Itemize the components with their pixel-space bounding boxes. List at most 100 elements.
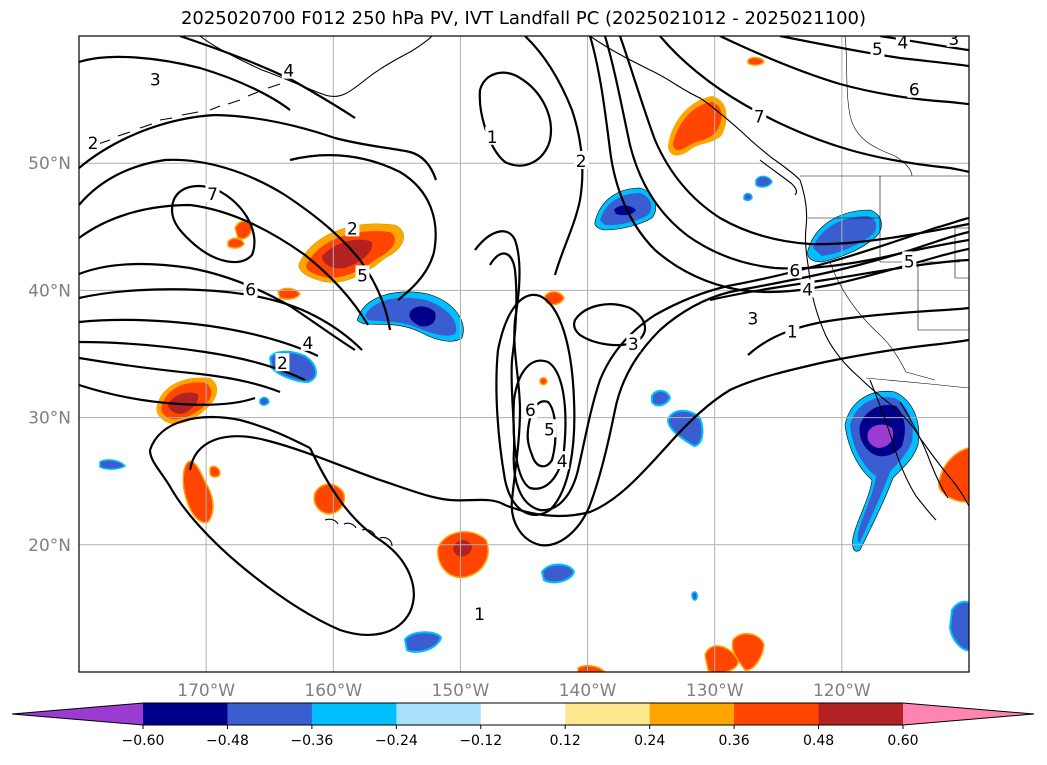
positive-anomaly-east — [577, 56, 969, 672]
alaska-coast — [199, 36, 433, 98]
contour-label-bg — [787, 260, 802, 279]
colorbar-segment — [143, 703, 228, 725]
colorbar-tick-label: −0.36 — [290, 733, 333, 749]
colorbar-tick-label: 0.60 — [887, 733, 918, 749]
contour-4-w — [79, 263, 356, 351]
colorbar-segment — [818, 703, 904, 725]
contour-label-bg — [148, 69, 163, 88]
lat-tick-label: 50°N — [28, 154, 71, 174]
colorbar: −0.60 −0.48 −0.36 −0.24 −0.12 0.12 0.24 0.36 0.4… — [11, 702, 1035, 749]
contour-3-se — [709, 258, 969, 302]
positive-anomaly-gulf-alaska — [668, 96, 727, 156]
contour-label-bg — [300, 332, 315, 351]
contour-label-bg — [281, 60, 296, 79]
longitude-labels: 170°W 160°W 150°W 140°W 130°W 120°W — [177, 681, 871, 701]
contour-label-bg — [574, 150, 589, 169]
colorbar-segment — [649, 703, 735, 725]
contour-5-w — [79, 203, 369, 326]
contour-label-bg — [275, 353, 290, 372]
positive-anomaly-west-pacific — [156, 220, 565, 579]
contour-6-ne — [719, 36, 969, 106]
colorbar-segment — [480, 703, 566, 725]
contour-label: 6 — [525, 401, 536, 421]
negative-anomaly-small — [99, 175, 969, 653]
lon-tick-label: 120°W — [813, 681, 871, 701]
pc-shading — [99, 56, 969, 672]
contour-6-sw — [79, 288, 363, 351]
contour-label: 1 — [787, 322, 798, 342]
contour-label: 6 — [245, 280, 256, 300]
mexico-border — [865, 377, 969, 389]
contour-label-bg — [785, 321, 800, 340]
lon-tick-label: 130°W — [686, 681, 744, 701]
contour-label: 6 — [789, 261, 800, 281]
contour-1-south-outer — [148, 416, 415, 636]
contour-label-bg — [870, 38, 885, 57]
political-borders — [800, 36, 969, 389]
contour-label: 1 — [487, 128, 498, 148]
colorbar-tick-label: 0.12 — [550, 733, 581, 749]
pv-contours — [79, 36, 969, 636]
contour-label-bg — [542, 419, 557, 438]
contour-7-w — [170, 184, 256, 264]
contour-1-se — [747, 306, 969, 356]
lat-tick-label: 30°N — [28, 409, 71, 429]
contour-label: 5 — [904, 252, 915, 272]
contour-2-nw — [79, 113, 438, 181]
contour-label: 4 — [802, 280, 813, 300]
contour-label-bg — [902, 251, 917, 270]
contour-label: 3 — [150, 71, 161, 91]
contour-label: 2 — [576, 152, 587, 172]
contour-label-bg — [752, 106, 767, 125]
contour-2-north — [524, 36, 584, 276]
contour-inner-4 — [495, 293, 576, 516]
lat-tick-label: 20°N — [28, 536, 71, 556]
contour-label-bg — [895, 36, 910, 51]
colorbar-tick-label: −0.12 — [459, 733, 502, 749]
map-title: 2025020700 F012 250 hPa PV, IVT Landfall… — [180, 8, 867, 29]
vancouver-island — [759, 159, 797, 196]
contour-label-bg — [800, 279, 815, 298]
colorbar-extend-high — [903, 703, 1034, 725]
contour-north-band-3 — [618, 36, 969, 246]
contour-label: 4 — [302, 334, 313, 354]
colorbar-extend-low — [12, 703, 143, 725]
contour-label: 3 — [628, 335, 639, 355]
colorbar-tick-label: 0.24 — [634, 733, 665, 749]
contour-label-bg — [472, 603, 487, 622]
contour-label: 5 — [544, 420, 555, 440]
contour-2-w — [289, 154, 437, 301]
contour-4-nw — [179, 36, 356, 119]
colorbar-tick-label: −0.48 — [206, 733, 249, 749]
contour-label: 4 — [897, 34, 908, 54]
contour-label: 7 — [754, 107, 765, 127]
contour-label-bg — [85, 133, 100, 152]
contour-label-bg — [345, 218, 360, 237]
colorbar-tick-label: 0.36 — [719, 733, 750, 749]
colorbar-tick-label: 0.48 — [803, 733, 834, 749]
lon-tick-label: 140°W — [559, 681, 617, 701]
contour-label: 3 — [948, 30, 959, 50]
colorbar-segment — [311, 703, 397, 725]
contour-inner-5 — [512, 359, 567, 490]
contour-lobe-mid — [489, 216, 969, 512]
contour-4-sw — [79, 318, 319, 357]
contour-label-bg — [907, 79, 922, 98]
contour-label: 7 — [207, 185, 218, 205]
contour-7-ne — [659, 36, 969, 174]
contour-label: 4 — [283, 62, 294, 82]
contour-label-bg — [555, 451, 570, 470]
contour-label-bg — [355, 265, 370, 284]
contour-label: 2 — [277, 354, 288, 374]
gridlines — [79, 36, 969, 672]
colorbar-segment — [734, 703, 820, 725]
contour-label: 5 — [872, 40, 883, 60]
contour-5-ne — [779, 36, 969, 68]
contour-2-sw — [79, 356, 281, 394]
contour-north-band-1 — [588, 36, 969, 294]
contour-label-bg — [243, 279, 258, 298]
lat-tick-label: 40°N — [28, 281, 71, 301]
contour-label: 2 — [88, 134, 99, 154]
